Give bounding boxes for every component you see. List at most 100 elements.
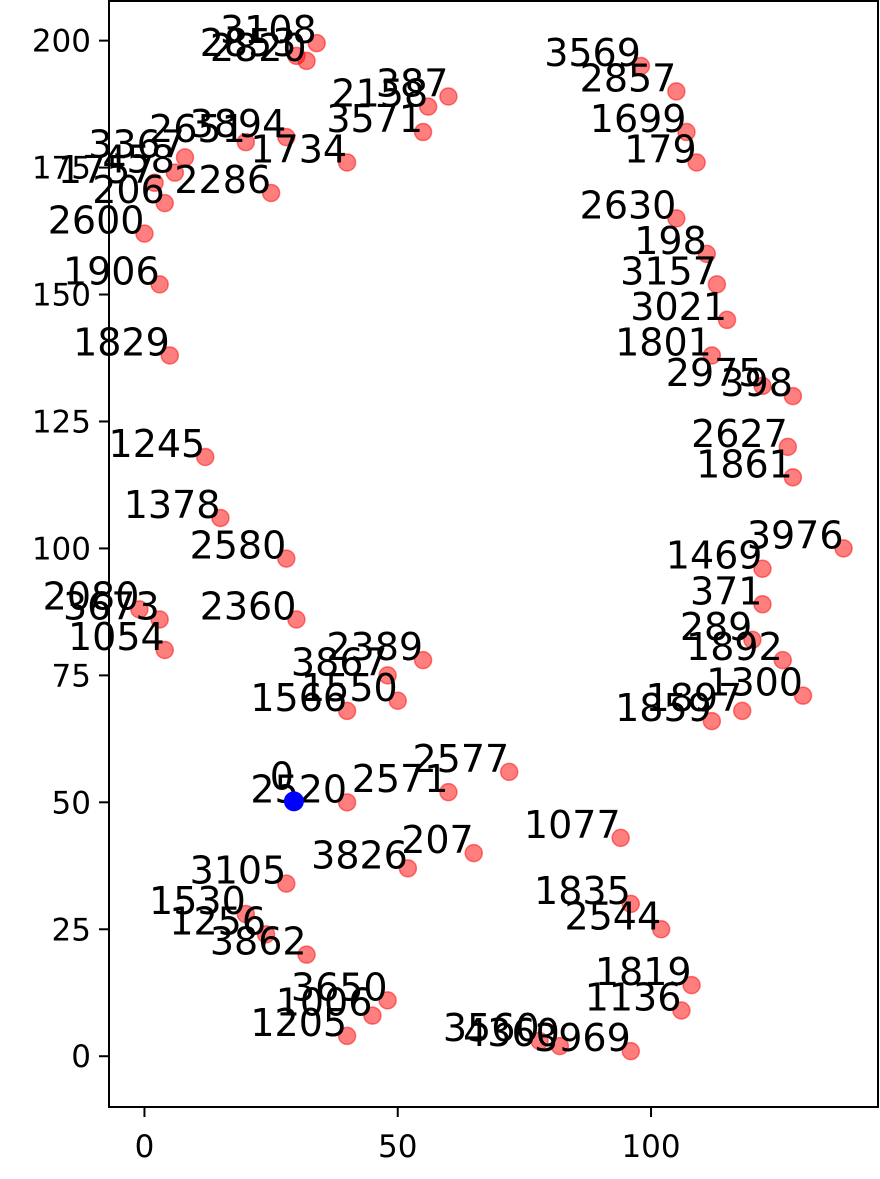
data-point <box>707 275 727 294</box>
data-point <box>337 153 357 172</box>
data-point <box>413 650 433 670</box>
point-label: 1906 <box>63 249 160 293</box>
point-label: 3367 <box>88 122 185 166</box>
point-label: 371 <box>690 569 763 613</box>
point-label: 1378 <box>124 483 221 527</box>
point-label: 1734 <box>250 127 347 171</box>
point-label: 3157 <box>620 249 717 293</box>
data-point <box>611 828 630 848</box>
point-label: 3105 <box>190 849 287 893</box>
point-label: 3969 <box>534 1016 631 1060</box>
point-label: 3894 <box>190 102 287 146</box>
point-label: 458 <box>102 138 175 182</box>
y-tick-label: 50 <box>52 785 91 821</box>
point-label: 2389 <box>326 625 423 669</box>
data-point <box>753 559 772 578</box>
data-point <box>211 508 230 528</box>
data-point <box>388 691 407 711</box>
data-point <box>677 122 696 142</box>
data-point <box>277 549 296 568</box>
point-label: 2158 <box>331 72 428 116</box>
point-label: 1801 <box>615 320 712 364</box>
y-axis: 0 25 50 75 100 125 150 175 200 <box>32 24 109 1075</box>
data-point <box>834 539 853 558</box>
data-point <box>621 894 641 914</box>
data-point <box>337 1026 357 1046</box>
data-point <box>150 275 169 294</box>
data-point <box>753 595 772 614</box>
point-label: 289 <box>680 605 753 649</box>
highlight-point <box>283 791 304 812</box>
point-label: 1829 <box>73 320 170 364</box>
highlight-point-group: 0 <box>270 754 304 812</box>
data-point <box>378 991 397 1010</box>
data-point <box>687 153 706 172</box>
data-point <box>236 132 256 152</box>
point-label: 3560 <box>443 1006 540 1050</box>
data-point <box>363 1006 382 1025</box>
point-label: 1054 <box>68 615 165 659</box>
point-label: 2286 <box>174 158 271 202</box>
point-label: 3826 <box>311 833 408 877</box>
point-label: 3976 <box>747 513 844 557</box>
data-point <box>439 782 458 802</box>
data-point <box>236 904 256 924</box>
point-label: 2577 <box>412 737 509 781</box>
point-label: 2600 <box>48 199 145 243</box>
point-label: 4360 <box>463 1011 560 1055</box>
data-point <box>783 386 803 406</box>
point-label: 2853 <box>200 21 297 65</box>
data-point <box>743 630 762 650</box>
point-label: 1897 <box>646 676 743 720</box>
point-label: 1077 <box>524 803 621 847</box>
data-point <box>550 1036 570 1056</box>
plot-area-frame <box>108 0 879 1108</box>
data-point <box>773 650 792 670</box>
data-point <box>667 209 686 228</box>
point-label: 398 <box>720 361 793 405</box>
data-point <box>277 127 296 147</box>
point-label: 1861 <box>696 442 793 486</box>
point-label: 206 <box>92 168 165 212</box>
point-label: 1757 <box>58 148 155 192</box>
y-tick-label: 0 <box>71 1039 91 1075</box>
data-point <box>378 666 397 685</box>
point-label: 3571 <box>326 97 423 141</box>
point-label: 3021 <box>630 285 727 329</box>
data-point <box>682 975 701 995</box>
point-label: 1566 <box>250 676 347 720</box>
data-point <box>398 859 418 878</box>
point-label: 3862 <box>210 920 307 964</box>
data-point <box>175 148 195 167</box>
point-label: 1245 <box>109 422 206 466</box>
y-tick-label: 150 <box>32 278 91 314</box>
data-point <box>256 925 276 944</box>
data-point <box>297 945 316 964</box>
data-point <box>135 224 154 243</box>
data-point <box>277 874 296 893</box>
point-label: 2580 <box>190 524 287 568</box>
data-point <box>499 762 519 782</box>
data-point <box>702 711 722 731</box>
data-point <box>287 610 306 629</box>
point-label: 2630 <box>580 183 677 227</box>
point-label: 198 <box>634 219 707 263</box>
point-labels: 3108282028532158387357138943367458175720… <box>43 8 844 1060</box>
point-label: 2975 <box>666 351 763 395</box>
y-tick-label: 100 <box>32 531 91 567</box>
point-label: 3650 <box>291 965 388 1009</box>
x-tick-label: 0 <box>135 1129 155 1165</box>
data-point <box>150 610 169 629</box>
point-label: 3569 <box>544 31 641 75</box>
point-label: 179 <box>624 127 697 171</box>
data-point <box>464 843 483 863</box>
y-tick-label: 200 <box>32 24 91 60</box>
point-label: 1300 <box>706 661 803 705</box>
data-point <box>651 920 671 939</box>
data-point <box>717 310 737 330</box>
point-label: 1469 <box>666 534 763 578</box>
point-label: 207 <box>401 818 474 862</box>
data-point <box>672 1001 691 1020</box>
data-point <box>439 87 458 106</box>
highlight-point-label: 0 <box>270 754 294 798</box>
